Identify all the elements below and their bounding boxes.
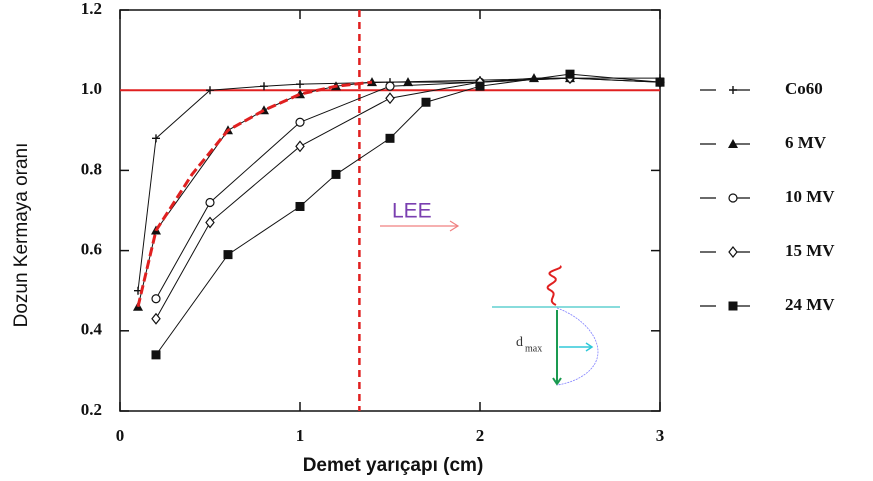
marker <box>151 350 161 360</box>
marker <box>295 201 305 211</box>
marker <box>728 139 738 148</box>
y-tick-label: 0.6 <box>81 240 102 259</box>
marker <box>205 216 215 229</box>
annotation-text: LEE <box>392 200 432 223</box>
y-axis-label: Dozun Kermaya oranı <box>11 143 32 328</box>
marker <box>295 140 305 153</box>
marker <box>729 86 737 94</box>
marker <box>728 193 738 203</box>
y-tick-label: 1.2 <box>81 0 102 18</box>
x-tick-label: 2 <box>476 426 485 445</box>
marker <box>565 69 575 79</box>
marker <box>728 301 738 311</box>
inset-diagram: d max <box>492 265 620 386</box>
series-line <box>155 77 661 299</box>
marker <box>385 133 395 143</box>
series-line <box>137 77 660 291</box>
marker <box>151 312 161 325</box>
legend-label: 10 MV <box>785 187 835 206</box>
legend-label: 24 MV <box>785 295 835 314</box>
series-line <box>137 77 570 307</box>
marker <box>421 97 431 107</box>
inset-label-sub: max <box>525 343 542 354</box>
x-axis-label: Demet yarıçapı (cm) <box>303 455 484 476</box>
y-tick-label: 0.2 <box>81 400 102 419</box>
legend-label: 6 MV <box>785 133 827 152</box>
marker <box>223 250 233 260</box>
marker <box>260 82 268 91</box>
marker <box>728 246 738 258</box>
marker <box>385 92 395 105</box>
marker <box>205 197 215 208</box>
annotation-arrow <box>380 220 460 232</box>
series-line <box>155 77 661 320</box>
marker <box>385 81 395 91</box>
legend-label: Co60 <box>785 79 823 98</box>
marker <box>206 86 214 95</box>
marker <box>151 294 161 304</box>
x-tick-label: 1 <box>296 426 305 445</box>
marker <box>331 169 341 179</box>
annotation-curve <box>136 80 373 308</box>
marker <box>475 81 485 91</box>
y-tick-label: 0.4 <box>81 320 103 339</box>
marker <box>403 77 413 87</box>
marker <box>152 134 160 143</box>
marker <box>655 77 665 87</box>
inset-label: d <box>516 335 523 350</box>
y-tick-label: 1.0 <box>81 79 102 98</box>
x-tick-label: 0 <box>116 426 125 445</box>
x-tick-label: 3 <box>656 426 665 445</box>
plot-frame <box>119 9 661 412</box>
y-tick-label: 0.8 <box>81 159 102 178</box>
legend-label: 15 MV <box>785 241 835 260</box>
marker <box>295 117 305 127</box>
marker <box>296 80 304 89</box>
